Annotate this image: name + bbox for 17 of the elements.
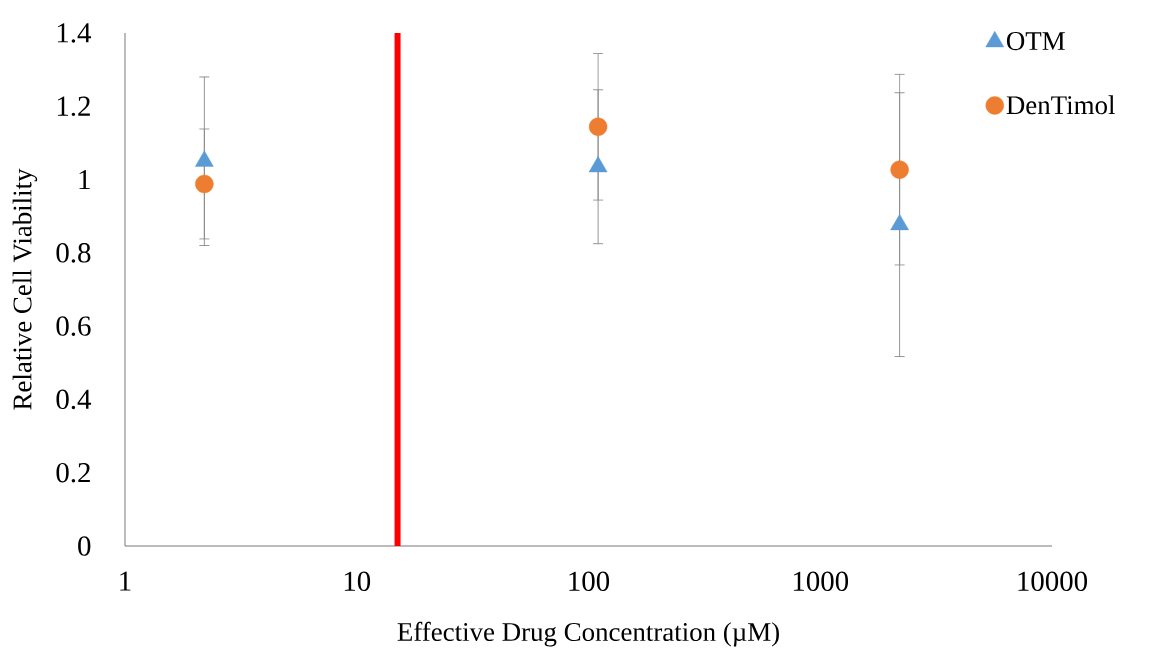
- y-tick-label: 0.4: [56, 389, 92, 410]
- legend-label: OTM: [1006, 32, 1065, 51]
- y-tick-label: 0.8: [56, 243, 91, 263]
- y-axis-title: Relative Cell Viability: [12, 168, 38, 410]
- x-tick-label: 1000: [793, 571, 849, 592]
- x-axis-title: Effective Drug Concentration (µM): [397, 621, 779, 647]
- y-tick-label: 0.6: [56, 316, 91, 336]
- x-tick-label: 1: [120, 571, 131, 591]
- legend-label: DenTimol: [1006, 95, 1115, 115]
- y-tick-label: 1: [79, 170, 90, 190]
- x-tick-label: 10: [344, 571, 371, 592]
- y-tick-label: 1.4: [57, 23, 92, 43]
- y-tick-label: 0.2: [56, 462, 90, 483]
- y-tick-label: 0: [78, 536, 91, 556]
- y-tick-label: 1.2: [57, 96, 90, 117]
- x-tick-label: 10000: [1018, 571, 1088, 592]
- x-tick-label: 100: [569, 571, 610, 592]
